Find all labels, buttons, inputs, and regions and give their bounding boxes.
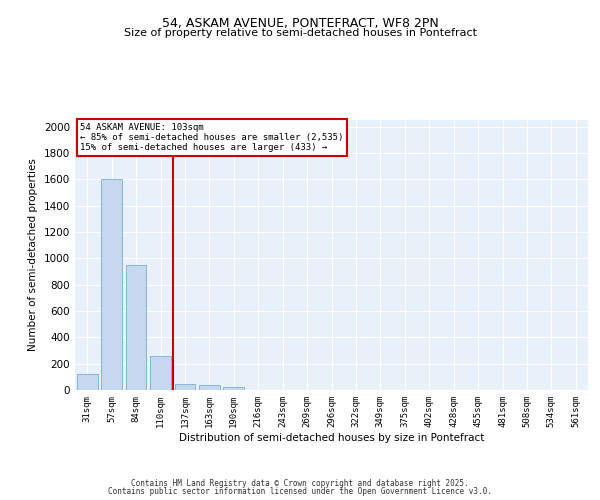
Bar bbox=[125, 265, 146, 390]
Bar bbox=[77, 374, 98, 390]
Text: Contains public sector information licensed under the Open Government Licence v3: Contains public sector information licen… bbox=[108, 487, 492, 496]
Y-axis label: Number of semi-detached properties: Number of semi-detached properties bbox=[28, 158, 38, 352]
Text: Contains HM Land Registry data © Crown copyright and database right 2025.: Contains HM Land Registry data © Crown c… bbox=[131, 478, 469, 488]
Text: 54 ASKAM AVENUE: 103sqm
← 85% of semi-detached houses are smaller (2,535)
15% of: 54 ASKAM AVENUE: 103sqm ← 85% of semi-de… bbox=[80, 122, 344, 152]
Text: 54, ASKAM AVENUE, PONTEFRACT, WF8 2PN: 54, ASKAM AVENUE, PONTEFRACT, WF8 2PN bbox=[161, 18, 439, 30]
Bar bbox=[175, 384, 196, 390]
X-axis label: Distribution of semi-detached houses by size in Pontefract: Distribution of semi-detached houses by … bbox=[179, 432, 484, 442]
Bar bbox=[223, 388, 244, 390]
Bar bbox=[101, 180, 122, 390]
Bar bbox=[199, 385, 220, 390]
Text: Size of property relative to semi-detached houses in Pontefract: Size of property relative to semi-detach… bbox=[124, 28, 476, 38]
Bar bbox=[150, 356, 171, 390]
